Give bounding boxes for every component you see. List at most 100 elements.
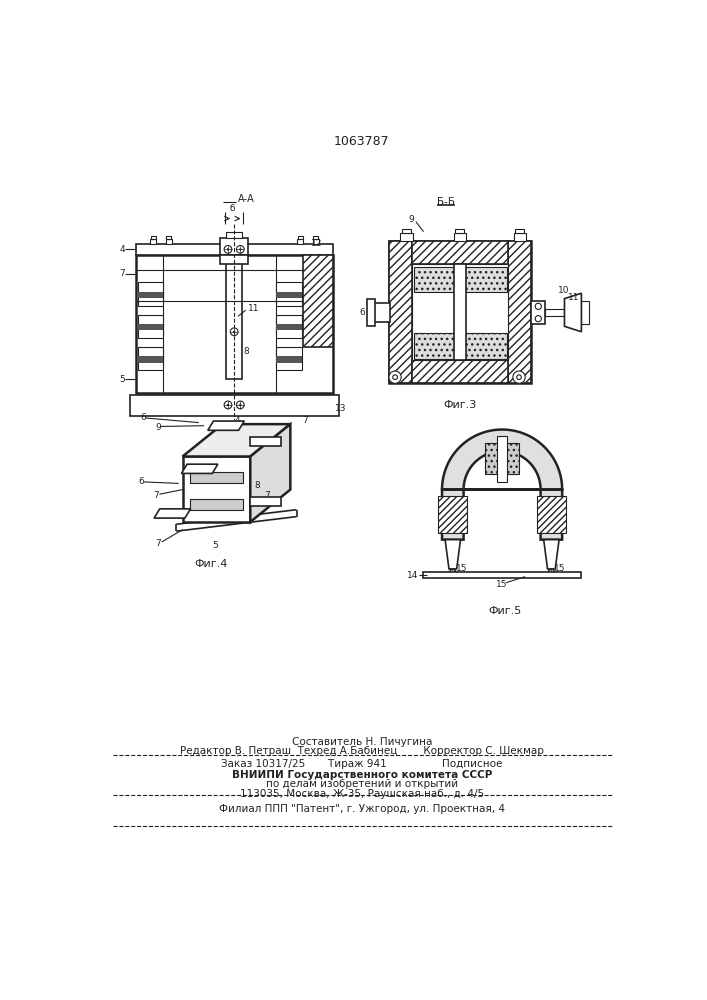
Bar xyxy=(545,309,564,316)
Polygon shape xyxy=(182,464,218,473)
Circle shape xyxy=(227,404,229,406)
Text: 15: 15 xyxy=(456,564,467,573)
Text: 7: 7 xyxy=(153,491,159,500)
Circle shape xyxy=(389,371,402,383)
Text: 9: 9 xyxy=(156,424,161,432)
Bar xyxy=(514,233,526,241)
Bar xyxy=(221,255,248,264)
Circle shape xyxy=(393,375,397,379)
Bar xyxy=(276,282,302,306)
Text: б: б xyxy=(229,434,235,443)
Bar xyxy=(276,324,302,330)
Bar xyxy=(373,303,390,322)
Polygon shape xyxy=(154,509,191,518)
Text: 4: 4 xyxy=(234,416,240,425)
Bar xyxy=(276,315,302,338)
Text: 113035, Москва, Ж-35, Раушская наб., д. 4/5: 113035, Москва, Ж-35, Раушская наб., д. … xyxy=(240,789,484,799)
Polygon shape xyxy=(250,437,281,446)
Text: 11: 11 xyxy=(248,304,259,313)
Text: 14: 14 xyxy=(407,571,419,580)
Bar xyxy=(508,241,532,383)
Polygon shape xyxy=(445,540,460,569)
Text: 15: 15 xyxy=(496,580,508,589)
Circle shape xyxy=(517,375,521,379)
Text: 7: 7 xyxy=(264,491,270,500)
Bar xyxy=(312,239,319,244)
Bar xyxy=(151,235,156,239)
Bar xyxy=(136,255,333,393)
Text: 9: 9 xyxy=(408,215,414,224)
Bar xyxy=(423,572,581,578)
Text: 11: 11 xyxy=(568,293,580,302)
Circle shape xyxy=(239,248,242,251)
Text: 7: 7 xyxy=(302,416,308,425)
Text: 7: 7 xyxy=(156,539,161,548)
Text: 7: 7 xyxy=(119,269,125,278)
Text: 15: 15 xyxy=(554,564,566,573)
Bar xyxy=(532,301,545,324)
Text: Фиг.4: Фиг.4 xyxy=(194,559,228,569)
Bar xyxy=(221,238,248,255)
Text: б: б xyxy=(229,204,235,213)
Bar xyxy=(368,299,375,326)
Bar xyxy=(389,241,412,383)
Bar xyxy=(465,333,507,359)
Bar xyxy=(138,282,163,306)
Text: 6: 6 xyxy=(138,477,144,486)
Text: 5: 5 xyxy=(213,541,218,550)
Text: 6: 6 xyxy=(360,308,366,317)
Bar xyxy=(276,356,302,363)
Bar xyxy=(276,292,302,298)
Bar xyxy=(138,292,163,298)
Circle shape xyxy=(513,371,525,383)
Text: 8: 8 xyxy=(254,481,260,490)
Text: по делам изобретений и открытий: по делам изобретений и открытий xyxy=(266,779,458,789)
Polygon shape xyxy=(250,497,281,506)
Bar xyxy=(138,347,163,370)
Polygon shape xyxy=(442,430,562,540)
Bar xyxy=(226,255,242,379)
Polygon shape xyxy=(564,293,581,332)
Text: Составитель Н. Пичугина: Составитель Н. Пичугина xyxy=(292,737,432,747)
Text: Фиг.2: Фиг.2 xyxy=(206,446,239,456)
Bar xyxy=(226,232,242,238)
Polygon shape xyxy=(182,424,291,456)
Bar xyxy=(166,235,171,239)
Text: ВНИИПИ Государственного комитета СССР: ВНИИПИ Государственного комитета СССР xyxy=(232,770,492,780)
Bar xyxy=(150,239,156,244)
Text: 6: 6 xyxy=(140,413,146,422)
Polygon shape xyxy=(250,424,291,522)
Polygon shape xyxy=(182,456,250,522)
Bar xyxy=(297,239,303,244)
Bar xyxy=(138,356,163,363)
Circle shape xyxy=(239,404,242,406)
Bar xyxy=(412,360,508,383)
Bar xyxy=(190,472,243,483)
Bar xyxy=(412,264,508,360)
Bar xyxy=(276,347,302,370)
Bar xyxy=(303,255,333,347)
Bar xyxy=(130,395,339,416)
Text: 8: 8 xyxy=(243,347,249,356)
Text: 4: 4 xyxy=(119,245,125,254)
Bar xyxy=(581,301,589,324)
Polygon shape xyxy=(544,540,559,569)
Circle shape xyxy=(535,316,542,322)
Text: 1063787: 1063787 xyxy=(334,135,390,148)
Text: Фиг.3: Фиг.3 xyxy=(443,400,477,410)
Circle shape xyxy=(227,248,229,251)
Bar xyxy=(402,229,411,233)
Bar xyxy=(537,496,566,533)
Text: 10: 10 xyxy=(559,286,570,295)
Bar xyxy=(136,244,333,255)
Bar xyxy=(190,499,243,510)
Bar xyxy=(414,333,455,359)
Bar xyxy=(454,264,466,360)
Circle shape xyxy=(535,303,542,309)
Bar xyxy=(438,496,467,533)
Bar xyxy=(455,229,464,233)
Bar xyxy=(498,436,507,482)
Text: 13: 13 xyxy=(335,404,346,413)
Text: Редактор В. Петраш  Техред А.Бабинец        Корректор С. Шекмар: Редактор В. Петраш Техред А.Бабинец Корр… xyxy=(180,746,544,756)
Bar xyxy=(389,241,532,383)
